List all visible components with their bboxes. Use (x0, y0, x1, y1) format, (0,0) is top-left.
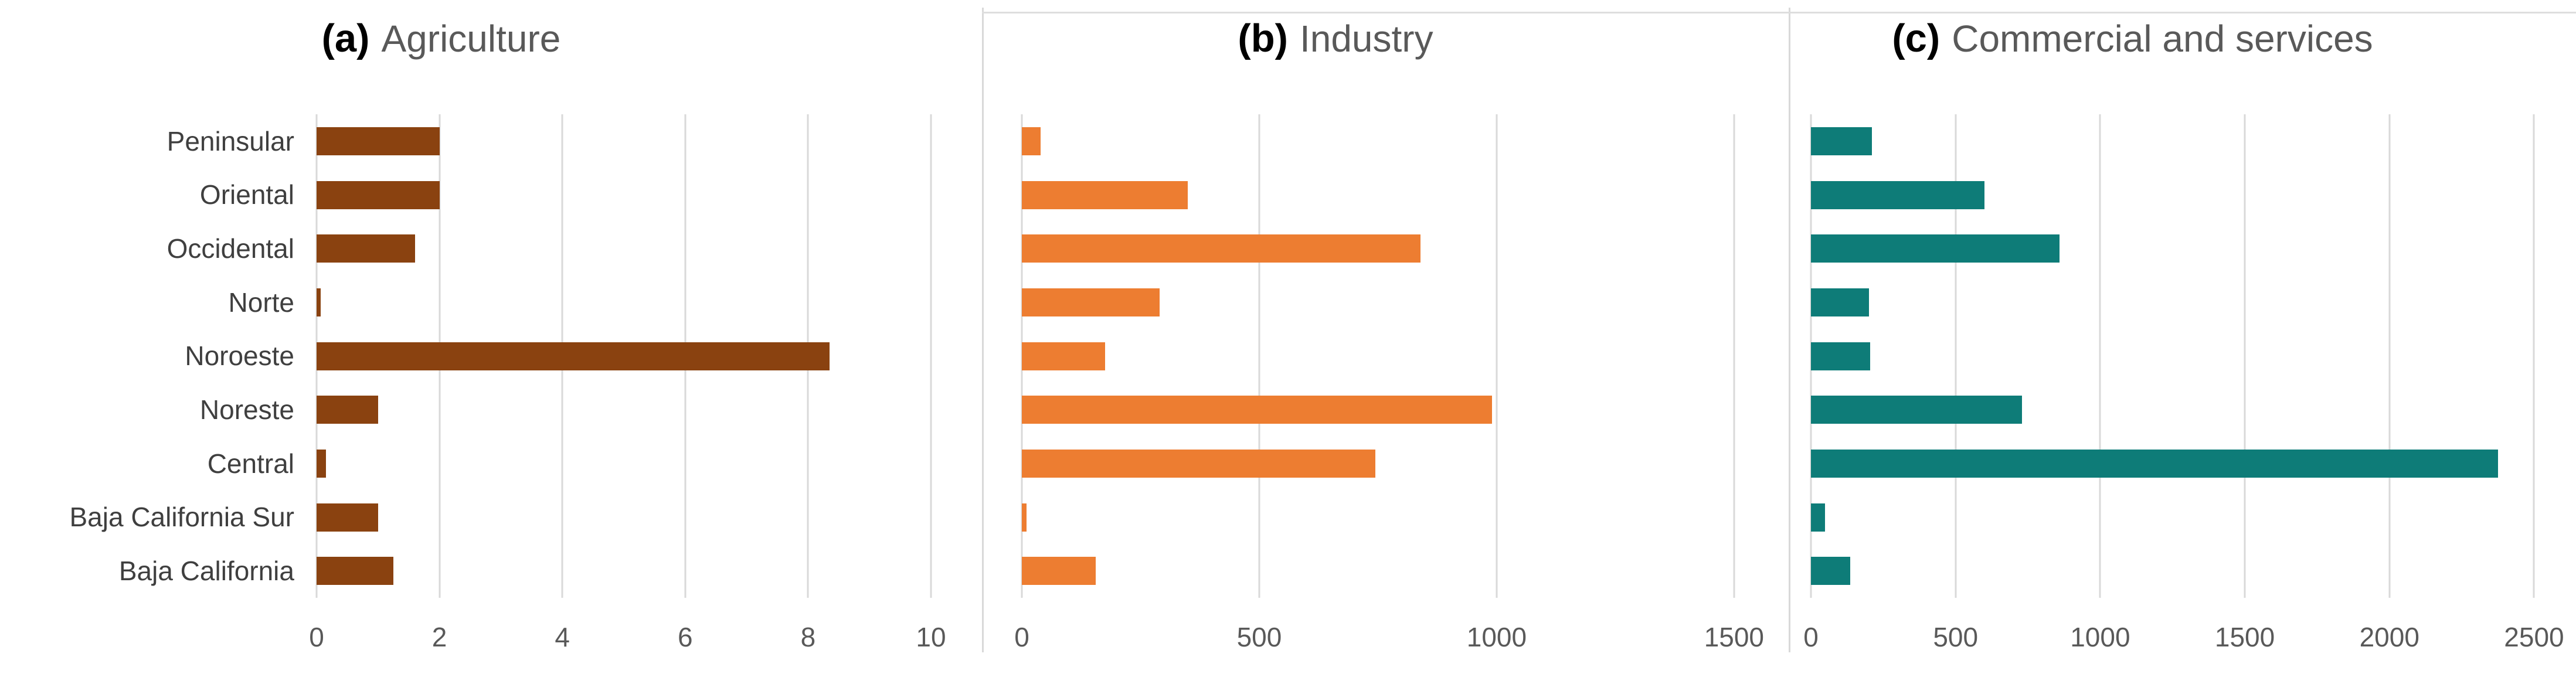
panel-b: (b) Industry 0 500 1000 1500 (982, 0, 1789, 674)
category-label: Noroeste (185, 341, 294, 372)
x-tick-label: 10 (916, 622, 946, 652)
bar (1811, 557, 1850, 586)
gridline (2388, 114, 2391, 598)
category-label: Baja California (118, 556, 294, 587)
panel-separator (982, 8, 984, 652)
gridline (1258, 114, 1260, 598)
x-tick-label: 2000 (2359, 622, 2419, 652)
bar (1811, 288, 1869, 316)
bar (317, 396, 378, 424)
bar (1022, 449, 1376, 478)
panel-a: (a) Agriculture Peninsular Oriental Occiden… (0, 0, 982, 674)
category-label: Occidental (166, 233, 294, 264)
x-tick-label: 500 (1236, 622, 1282, 652)
bar (317, 234, 415, 263)
category-label: Oriental (199, 179, 294, 210)
bar (1022, 181, 1188, 209)
x-tick-label: 500 (1933, 622, 1979, 652)
panel-title-prefix: (a) (321, 16, 370, 60)
panel-title: (a) Agriculture (0, 15, 882, 62)
panel-title-text: Agriculture (381, 18, 561, 60)
bar (317, 342, 830, 370)
category-label: Peninsular (166, 125, 294, 156)
x-tick-label: 8 (800, 622, 816, 652)
bar (317, 449, 326, 478)
plot-area: 0 500 1000 1500 (1014, 114, 1789, 652)
category-label: Central (207, 448, 294, 479)
bar (1022, 503, 1027, 532)
x-tick-label: 4 (555, 622, 570, 652)
gridline (930, 114, 932, 598)
bar (317, 503, 378, 532)
bar (1022, 288, 1160, 316)
panel-title-text: Commercial and services (1952, 18, 2373, 60)
x-tick-label: 0 (309, 622, 324, 652)
panel-title-prefix: (c) (1892, 16, 1941, 60)
panel-title: (c) Commercial and services (1789, 15, 2476, 62)
bar (1022, 557, 1096, 586)
x-tick-label: 2500 (2504, 622, 2564, 652)
bar (1811, 234, 2060, 263)
panel-title-prefix: (b) (1238, 16, 1288, 60)
bar (317, 127, 440, 155)
bar (1022, 127, 1041, 155)
gridline (1496, 114, 1498, 598)
category-labels: Peninsular Oriental Occidental Norte Noroest… (0, 114, 317, 598)
gridline (2244, 114, 2246, 598)
x-tick-label: 1500 (1704, 622, 1765, 652)
x-tick-label: 6 (678, 622, 693, 652)
gridline (1955, 114, 1957, 598)
bar (1811, 396, 2023, 424)
bar (1811, 181, 1985, 209)
bar (317, 557, 393, 586)
bar (1811, 342, 1871, 370)
gridline (2099, 114, 2101, 598)
bar (1811, 503, 1825, 532)
bar (1022, 234, 1421, 263)
x-tick-label: 0 (1014, 622, 1029, 652)
bar (317, 181, 440, 209)
plot-area: 0 500 1000 1500 2000 2500 (1803, 114, 2576, 652)
x-tick-label: 0 (1803, 622, 1819, 652)
category-label: Norte (228, 287, 294, 318)
panel-separator (1789, 8, 1790, 652)
bar (1811, 449, 2498, 478)
bar (1811, 127, 1872, 155)
bar (1022, 342, 1105, 370)
gridline (1733, 114, 1735, 598)
category-label: Baja California Sur (69, 502, 294, 533)
plot-area: 0 2 4 6 8 10 (309, 114, 982, 652)
x-tick-label: 1000 (2070, 622, 2130, 652)
x-tick-label: 1000 (1466, 622, 1527, 652)
panel-top-border (1789, 12, 2576, 13)
panel-top-border (982, 12, 1789, 13)
category-label: Noreste (199, 394, 294, 425)
panel-c: (c) Commercial and services 0 500 1000 1500 2… (1789, 0, 2576, 674)
panel-title-text: Industry (1299, 18, 1433, 60)
gridline (2533, 114, 2535, 598)
x-tick-label: 2 (431, 622, 447, 652)
bar (1022, 396, 1492, 424)
bar (317, 288, 321, 316)
x-tick-label: 1500 (2214, 622, 2275, 652)
panel-title: (b) Industry (982, 15, 1689, 62)
